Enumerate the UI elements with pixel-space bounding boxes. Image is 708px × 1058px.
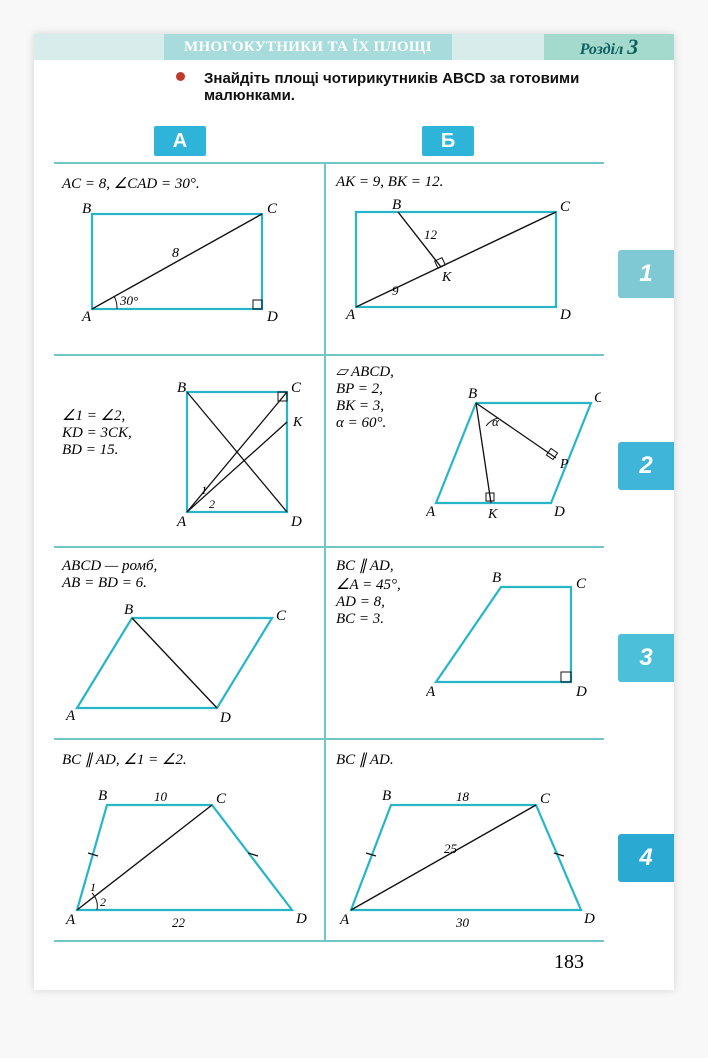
figure-b1: A B C D K 9 12	[336, 197, 591, 337]
svg-text:B: B	[468, 386, 477, 402]
textbook-page: МНОГОКУТНИКИ ТА ЇХ ПЛОЩІ Розділ 3 Знайді…	[34, 34, 674, 990]
svg-text:A: A	[65, 912, 76, 928]
svg-text:D: D	[219, 710, 231, 726]
cell-a4-text: BC ∥ AD, ∠1 = ∠2.	[62, 750, 317, 769]
row-tab-2: 2	[618, 442, 674, 490]
svg-text:30°: 30°	[119, 293, 138, 308]
figure-a2: A B C D K 1 2	[167, 382, 312, 542]
figure-a1: A B C D 30° 8	[62, 199, 292, 339]
svg-text:B: B	[392, 197, 401, 213]
svg-text:C: C	[216, 791, 227, 807]
figure-b4: A B C D 18 30 25	[336, 775, 601, 935]
svg-text:C: C	[576, 576, 587, 592]
svg-text:A: A	[345, 307, 356, 323]
svg-text:2: 2	[100, 895, 106, 909]
vertical-divider	[324, 162, 326, 940]
svg-text:C: C	[267, 201, 278, 217]
chapter-title: МНОГОКУТНИКИ ТА ЇХ ПЛОЩІ	[164, 34, 452, 60]
row-tab-3: 3	[618, 634, 674, 682]
task-text: Знайдіть площі чотирикутників ABCD за го…	[204, 70, 579, 104]
section-number: 3	[627, 34, 638, 59]
svg-text:C: C	[291, 382, 302, 396]
divider	[54, 354, 604, 356]
svg-text:12: 12	[424, 227, 438, 242]
rows-area: AC = 8, ∠CAD = 30°. A B C D 30° 8 AK = 9…	[54, 162, 604, 940]
header-bar: МНОГОКУТНИКИ ТА ЇХ ПЛОЩІ Розділ 3	[34, 34, 674, 60]
col-header-b: Б	[422, 126, 474, 156]
svg-text:B: B	[124, 602, 133, 618]
figure-a3: A B C D	[62, 598, 292, 728]
svg-text:18: 18	[456, 789, 470, 804]
svg-text:A: A	[339, 912, 350, 928]
cell-b4: BC ∥ AD. A B C D 18 30 25	[336, 750, 606, 935]
svg-text:A: A	[176, 514, 187, 530]
cell-b3-text: BC ∥ AD, ∠A = 45°, AD = 8, BC = 3.	[336, 556, 426, 628]
exercise-grid: А Б AC = 8, ∠CAD = 30°. A B C	[54, 126, 604, 940]
divider	[54, 738, 604, 740]
figure-a4: A B C D 10 22 1 2	[62, 775, 312, 935]
svg-text:D: D	[583, 911, 595, 927]
cell-b1: AK = 9, BK = 12. A B C D K 9 12	[336, 174, 596, 337]
svg-text:D: D	[266, 309, 278, 325]
svg-text:B: B	[382, 788, 391, 804]
cell-b2: ▱ ABCD, BP = 2, BK = 3, α = 60°. A B C D	[336, 362, 606, 538]
cell-b2-text: ▱ ABCD, BP = 2, BK = 3, α = 60°.	[336, 362, 426, 432]
figure-b3: A B C D	[426, 562, 601, 702]
svg-text:C: C	[560, 199, 571, 215]
svg-text:D: D	[559, 307, 571, 323]
svg-text:A: A	[65, 708, 76, 724]
svg-text:A: A	[81, 309, 92, 325]
svg-text:D: D	[290, 514, 302, 530]
cell-b1-text: AK = 9, BK = 12.	[336, 174, 596, 191]
cell-a4: BC ∥ AD, ∠1 = ∠2. A B C D 10 22 1 2	[62, 750, 317, 935]
svg-text:K: K	[487, 507, 498, 522]
svg-text:C: C	[276, 608, 287, 624]
row-tab-1: 1	[618, 250, 674, 298]
page-number: 183	[554, 951, 584, 974]
cell-b3: BC ∥ AD, ∠A = 45°, AD = 8, BC = 3. A B C…	[336, 556, 606, 702]
svg-text:K: K	[292, 415, 303, 430]
svg-text:P: P	[559, 457, 569, 472]
svg-text:B: B	[82, 201, 91, 217]
svg-text:2: 2	[209, 497, 215, 511]
svg-text:B: B	[98, 788, 107, 804]
bullet-icon	[176, 72, 185, 81]
cell-a2-text: ∠1 = ∠2, KD = 3CK, BD = 15.	[62, 406, 167, 459]
divider	[54, 546, 604, 548]
svg-text:D: D	[575, 684, 587, 700]
cell-a3: ABCD — ромб, AB = BD = 6. A B C D	[62, 558, 317, 728]
svg-text:10: 10	[154, 789, 168, 804]
svg-text:9: 9	[392, 283, 399, 298]
svg-text:C: C	[540, 791, 551, 807]
cell-a1: AC = 8, ∠CAD = 30°. A B C D 30° 8	[62, 174, 317, 339]
svg-text:30: 30	[455, 915, 470, 930]
section-label: Розділ	[580, 41, 624, 58]
column-headers: А Б	[54, 126, 604, 162]
task-prompt: Знайдіть площі чотирикутників ABCD за го…	[204, 70, 634, 104]
col-header-a: А	[154, 126, 206, 156]
row-tab-4: 4	[618, 834, 674, 882]
svg-text:B: B	[177, 382, 186, 396]
cell-a1-text: AC = 8, ∠CAD = 30°.	[62, 174, 317, 193]
svg-text:22: 22	[172, 915, 186, 930]
svg-text:A: A	[426, 684, 436, 700]
svg-text:α: α	[492, 414, 500, 429]
svg-text:D: D	[295, 911, 307, 927]
divider	[54, 940, 604, 942]
svg-text:25: 25	[444, 841, 458, 856]
figure-b2: A B C D K P α	[426, 368, 601, 538]
section-tab: Розділ 3	[544, 34, 674, 60]
cell-a3-text: ABCD — ромб, AB = BD = 6.	[62, 558, 317, 592]
svg-text:C: C	[594, 390, 601, 406]
svg-text:1: 1	[201, 483, 207, 497]
cell-b4-text: BC ∥ AD.	[336, 750, 606, 769]
svg-text:1: 1	[90, 880, 96, 894]
svg-text:K: K	[441, 270, 452, 285]
svg-text:B: B	[492, 570, 501, 586]
svg-text:D: D	[553, 504, 565, 520]
svg-text:A: A	[426, 504, 436, 520]
divider	[54, 162, 604, 164]
cell-a2: ∠1 = ∠2, KD = 3CK, BD = 15. A B C D K 1	[62, 376, 317, 542]
svg-text:8: 8	[172, 246, 179, 261]
